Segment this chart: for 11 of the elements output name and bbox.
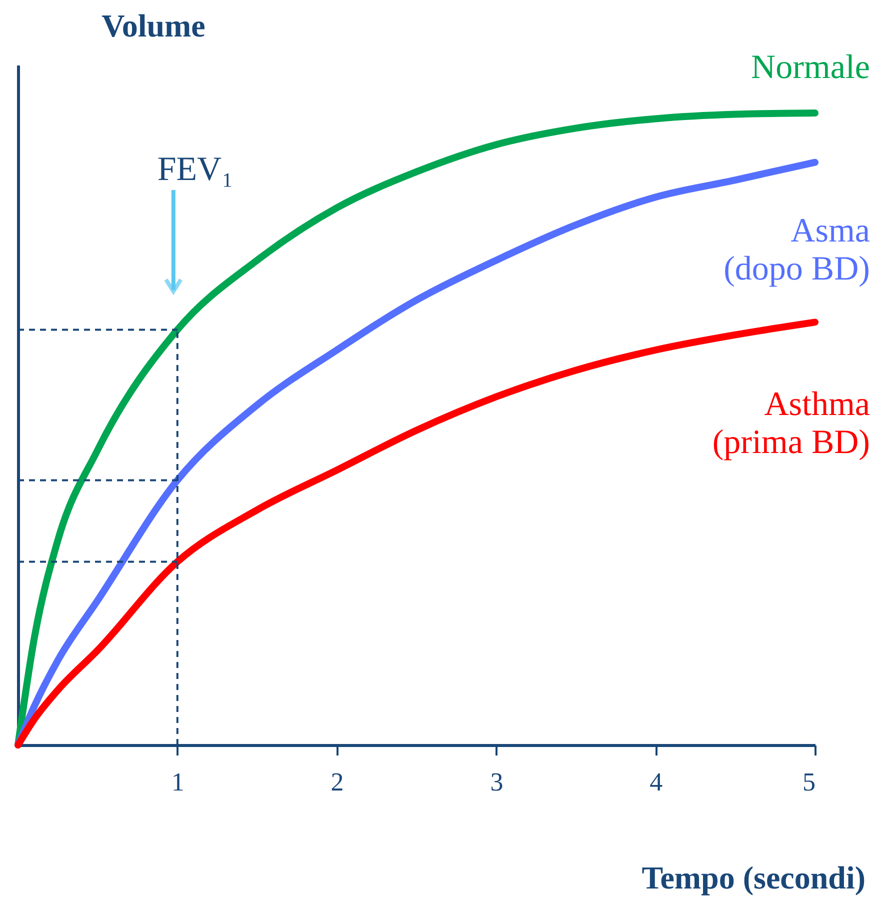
x-axis-title: Tempo (secondi) [642, 860, 866, 896]
y-axis-title: Volume [102, 8, 206, 44]
x-tick-label: 3 [490, 768, 504, 796]
series-label: Normale [751, 49, 870, 86]
annotation: FEV₁ [157, 151, 234, 188]
x-tick-label: 4 [650, 768, 663, 796]
x-tick-label: 1 [171, 768, 184, 796]
series-label: Asma (dopo BD) [724, 212, 870, 288]
x-tick-label: 2 [330, 768, 344, 796]
x-tick-label: 5 [802, 768, 816, 796]
series-label: Asthma (prima BD) [712, 386, 870, 462]
